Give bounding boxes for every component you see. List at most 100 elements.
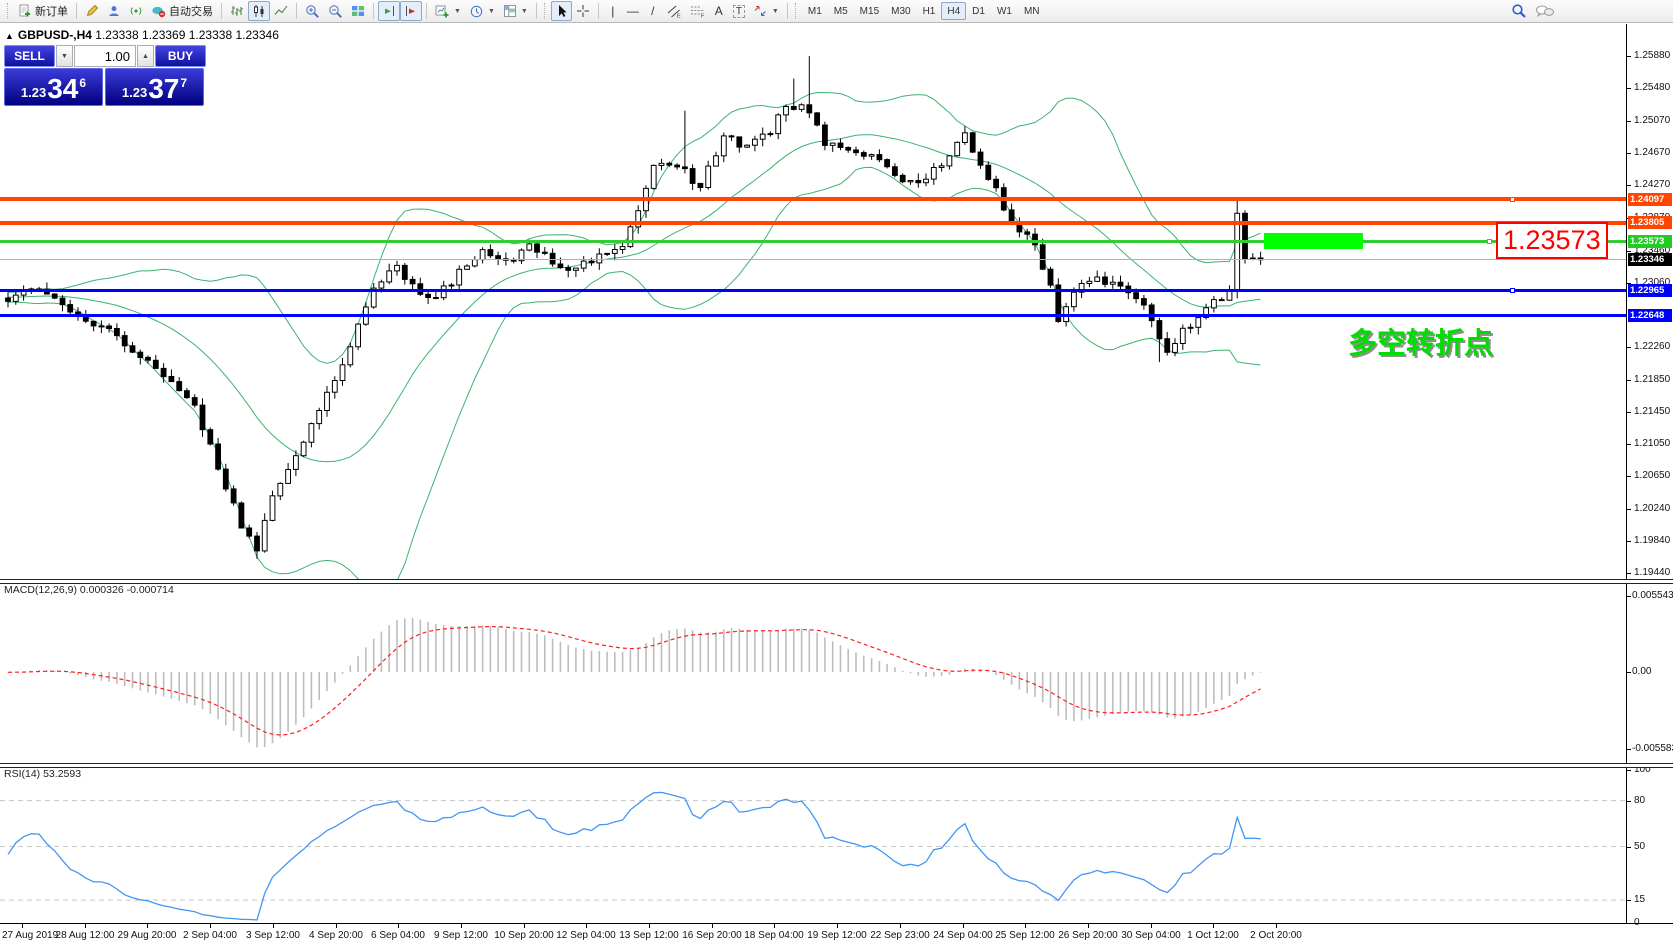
new-chart-button[interactable]: ▼ (431, 1, 465, 21)
time-tick-label: 1 Oct 12:00 (1187, 930, 1239, 941)
macd-canvas[interactable] (0, 582, 1626, 763)
horizontal-line-object[interactable] (0, 314, 1626, 318)
green-highlight-rectangle[interactable] (1264, 233, 1363, 250)
candle-body (106, 325, 112, 329)
line-anchor-handle[interactable] (1510, 287, 1515, 293)
price-tick-label: 1.20240 (1634, 503, 1671, 515)
time-tick-mark (1151, 924, 1152, 928)
text-label-tool-button[interactable]: T (729, 1, 749, 21)
search-button[interactable] (1507, 1, 1531, 21)
line-anchor-handle[interactable] (1487, 238, 1492, 244)
price-tick-label: 1.25480 (1634, 82, 1671, 94)
tile-windows-button[interactable] (347, 1, 369, 21)
candle-body (962, 132, 968, 144)
horizontal-line-object[interactable] (0, 197, 1626, 202)
horizontal-line-tool-button[interactable]: — (623, 1, 643, 21)
price-axis[interactable]: 1.25880 1.25480 1.25070 1.24670 1.24270 1.238… (1626, 24, 1673, 928)
candle-body (837, 142, 844, 148)
buy-price-head: 1.23 (121, 85, 148, 100)
timeframe-button-m5[interactable]: M5 (833, 5, 848, 17)
horizontal-line-object[interactable] (0, 220, 1626, 225)
arrows-tool-button[interactable]: ▼ (749, 1, 783, 21)
candle-body (1039, 244, 1046, 270)
chinese-note-text[interactable]: 多空转折点 (1348, 328, 1494, 360)
time-tick-label: 2 Sep 04:00 (183, 930, 237, 941)
autotrading-button[interactable]: 自动交易 (147, 1, 217, 21)
vertical-line-tool-button[interactable]: | (603, 1, 623, 21)
price-tick-label: 1.20650 (1634, 470, 1671, 482)
macd-axis-label: -0.005583 (1632, 742, 1673, 754)
candle-body (487, 249, 494, 257)
price-line-chip: 1.23573 (1628, 234, 1672, 248)
candlestick-chart-button[interactable] (248, 1, 270, 21)
chat-button[interactable] (1531, 1, 1559, 21)
zoom-in-button[interactable] (301, 1, 324, 21)
new-order-button[interactable]: 新订单 (14, 1, 72, 21)
volume-decrease-button[interactable]: ▼ (56, 45, 73, 67)
candle-body (386, 270, 393, 283)
timeframe-button-h1[interactable]: H1 (922, 5, 936, 17)
candle-body (650, 164, 657, 189)
fibonacci-tool-button[interactable]: F (686, 1, 709, 21)
candle-body (1156, 320, 1163, 340)
candle-body (946, 155, 953, 167)
timeframe-button-w1[interactable]: W1 (996, 5, 1012, 17)
macd-indicator-panel[interactable]: MACD(12,26,9) 0.000326 -0.000714 (0, 582, 1626, 763)
volume-increase-button[interactable]: ▲ (137, 45, 154, 67)
price-tick-label: 1.21050 (1634, 438, 1671, 450)
candlestick-chart-canvas[interactable] (0, 24, 1626, 579)
candle-body (1047, 268, 1054, 286)
time-tick-mark (1025, 924, 1026, 928)
horizontal-line-object[interactable] (0, 239, 1626, 243)
buy-button[interactable]: BUY (155, 45, 206, 67)
time-axis[interactable]: 27 Aug 2019 28 Aug 12:00 29 Aug 20:00 2 Sep… (0, 923, 1673, 947)
metaeditor-button[interactable] (81, 1, 103, 21)
candle-body (806, 104, 813, 114)
line-chart-button[interactable] (270, 1, 292, 21)
horizontal-line-object[interactable] (0, 259, 1626, 261)
timeframe-button-mn[interactable]: MN (1023, 5, 1040, 17)
auto-scroll-button[interactable] (378, 1, 400, 21)
community-button[interactable] (103, 1, 125, 21)
candle-body (269, 495, 276, 521)
separator (296, 3, 297, 19)
price-chart-panel[interactable]: ▲ GBPUSD-,H4 1.23338 1.23369 1.23338 1.23… (0, 24, 1626, 579)
crosshair-tool-button[interactable] (572, 1, 594, 21)
toolbar-grip (543, 3, 548, 19)
timeframe-button-m15[interactable]: M15 (859, 5, 880, 17)
timeframe-button-h4[interactable]: H4 (941, 2, 967, 20)
line-anchor-handle[interactable] (1510, 196, 1515, 202)
volume-input[interactable] (74, 45, 136, 67)
candle-body (923, 178, 929, 184)
cursor-tool-button[interactable] (550, 1, 572, 21)
time-tick-mark (900, 924, 901, 928)
rsi-indicator-panel[interactable]: RSI(14) 53.2593 (0, 766, 1626, 923)
chart-shift-button[interactable] (400, 1, 422, 21)
candle-body (1249, 257, 1256, 260)
trendline-tool-button[interactable]: / (643, 1, 663, 21)
signals-button[interactable] (125, 1, 147, 21)
timeframe-button-m30[interactable]: M30 (891, 5, 911, 17)
text-tool-button[interactable]: A (709, 1, 729, 21)
timeframe-button-m1[interactable]: M1 (807, 5, 822, 17)
autotrading-label: 自动交易 (169, 6, 213, 18)
channel-tool-button[interactable]: E (663, 1, 686, 21)
buy-price-button[interactable]: 1.23 37 7 (105, 68, 204, 106)
bar-chart-button[interactable] (226, 1, 248, 21)
collapse-panel-icon[interactable]: ▲ (5, 31, 14, 41)
separator (786, 3, 788, 19)
sell-price-button[interactable]: 1.23 34 6 (4, 68, 103, 106)
zoom-out-button[interactable] (324, 1, 347, 21)
templates-button[interactable]: ▼ (499, 1, 532, 21)
time-tick-mark (336, 924, 337, 928)
panel-separator[interactable] (0, 763, 1673, 768)
candle-body (394, 264, 400, 272)
periods-button[interactable]: ▼ (465, 1, 499, 21)
separator (535, 3, 537, 19)
timeframe-button-d1[interactable]: D1 (972, 5, 985, 17)
sell-button[interactable]: SELL (4, 45, 55, 67)
price-callout-label[interactable]: 1.23573 (1496, 222, 1608, 260)
rsi-canvas[interactable] (0, 766, 1626, 923)
horizontal-line-object[interactable] (0, 288, 1626, 292)
panel-separator[interactable] (0, 579, 1673, 584)
